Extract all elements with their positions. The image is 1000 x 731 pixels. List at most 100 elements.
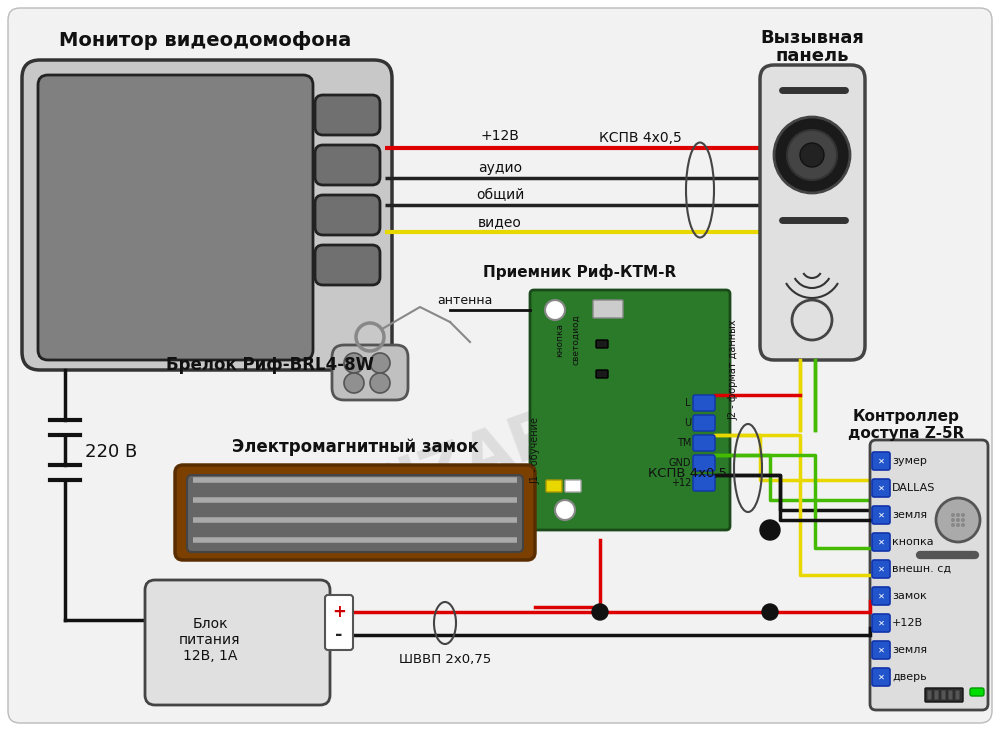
Text: светодиод: светодиод [572, 314, 580, 366]
FancyBboxPatch shape [565, 480, 581, 492]
Text: +12В: +12В [892, 618, 923, 628]
FancyBboxPatch shape [332, 345, 408, 400]
FancyBboxPatch shape [872, 641, 890, 659]
Text: 220 В: 220 В [85, 443, 137, 461]
Text: Электромагнитный замок: Электромагнитный замок [232, 438, 478, 456]
FancyBboxPatch shape [145, 580, 330, 705]
Text: дверь: дверь [892, 672, 927, 682]
FancyBboxPatch shape [970, 688, 984, 696]
Text: GND: GND [668, 458, 691, 468]
Circle shape [951, 523, 955, 527]
Circle shape [961, 523, 965, 527]
FancyBboxPatch shape [596, 370, 608, 378]
FancyBboxPatch shape [530, 290, 730, 530]
Circle shape [961, 518, 965, 522]
Circle shape [787, 130, 837, 180]
Text: Монитор видеодомофона: Монитор видеодомофона [59, 31, 351, 50]
Text: ElZAP.ru: ElZAP.ru [353, 372, 647, 528]
Text: земля: земля [892, 645, 927, 655]
Circle shape [370, 353, 390, 373]
Circle shape [370, 373, 390, 393]
FancyBboxPatch shape [927, 690, 932, 700]
Text: антенна: антенна [437, 294, 493, 306]
Circle shape [951, 518, 955, 522]
FancyBboxPatch shape [934, 690, 939, 700]
Text: -: - [335, 626, 343, 644]
Text: ✕: ✕ [878, 564, 885, 574]
Text: Вызывная: Вызывная [760, 29, 864, 47]
Text: TM: TM [677, 438, 691, 448]
Circle shape [936, 498, 980, 542]
FancyBboxPatch shape [38, 75, 313, 360]
Text: панель: панель [775, 47, 849, 65]
FancyBboxPatch shape [315, 195, 380, 235]
Circle shape [774, 117, 850, 193]
FancyBboxPatch shape [693, 475, 715, 491]
FancyBboxPatch shape [175, 465, 535, 560]
FancyBboxPatch shape [546, 480, 562, 492]
Text: L: L [686, 398, 691, 408]
Text: Контроллер
доступа Z-5R: Контроллер доступа Z-5R [848, 409, 964, 442]
Text: земля: земля [892, 510, 927, 520]
FancyBboxPatch shape [955, 690, 960, 700]
Text: ✕: ✕ [878, 645, 885, 654]
FancyBboxPatch shape [315, 145, 380, 185]
FancyBboxPatch shape [872, 560, 890, 578]
FancyBboxPatch shape [22, 60, 392, 370]
Circle shape [344, 373, 364, 393]
Text: ✕: ✕ [878, 537, 885, 547]
FancyBboxPatch shape [872, 479, 890, 497]
Circle shape [956, 513, 960, 517]
Text: кнопка: кнопка [556, 323, 564, 357]
FancyBboxPatch shape [315, 245, 380, 285]
FancyBboxPatch shape [872, 614, 890, 632]
FancyBboxPatch shape [315, 95, 380, 135]
FancyBboxPatch shape [925, 688, 963, 702]
FancyBboxPatch shape [693, 395, 715, 411]
Text: замок: замок [892, 591, 927, 601]
FancyBboxPatch shape [872, 506, 890, 524]
FancyBboxPatch shape [693, 455, 715, 471]
Text: +: + [332, 603, 346, 621]
Circle shape [762, 604, 778, 620]
Text: Блок
питания
12В, 1А: Блок питания 12В, 1А [179, 617, 241, 663]
Circle shape [956, 523, 960, 527]
Circle shape [951, 513, 955, 517]
FancyBboxPatch shape [948, 690, 953, 700]
FancyBboxPatch shape [941, 690, 946, 700]
Text: кнопка: кнопка [892, 537, 934, 547]
Text: DALLAS: DALLAS [892, 483, 935, 493]
Circle shape [956, 518, 960, 522]
Circle shape [545, 300, 565, 320]
FancyBboxPatch shape [8, 8, 992, 723]
Text: J1 - обучение: J1 - обучение [530, 417, 540, 483]
FancyBboxPatch shape [187, 475, 523, 552]
FancyBboxPatch shape [693, 435, 715, 451]
Text: КСПВ 4х0,5: КСПВ 4х0,5 [648, 466, 728, 480]
Circle shape [592, 604, 608, 620]
Text: +12: +12 [671, 478, 691, 488]
FancyBboxPatch shape [870, 440, 988, 710]
Text: ✕: ✕ [878, 673, 885, 681]
Text: Брелок Риф-BRL4-8W: Брелок Риф-BRL4-8W [166, 356, 374, 374]
Circle shape [760, 520, 780, 540]
Text: +12В: +12В [481, 129, 519, 143]
Text: КСПВ 4х0,5: КСПВ 4х0,5 [599, 131, 681, 145]
Text: аудио: аудио [478, 161, 522, 175]
Circle shape [961, 513, 965, 517]
FancyBboxPatch shape [693, 415, 715, 431]
FancyBboxPatch shape [596, 340, 608, 348]
Text: ✕: ✕ [878, 483, 885, 493]
Text: внешн. сд: внешн. сд [892, 564, 951, 574]
Text: ШВВП 2х0,75: ШВВП 2х0,75 [399, 654, 491, 667]
Text: общий: общий [476, 188, 524, 202]
Text: U: U [684, 418, 691, 428]
Text: ✕: ✕ [878, 456, 885, 466]
Circle shape [344, 353, 364, 373]
FancyBboxPatch shape [872, 668, 890, 686]
FancyBboxPatch shape [325, 595, 353, 650]
Text: ✕: ✕ [878, 510, 885, 520]
FancyBboxPatch shape [872, 533, 890, 551]
Circle shape [800, 143, 824, 167]
Text: J2 - формат данных: J2 - формат данных [728, 319, 738, 420]
